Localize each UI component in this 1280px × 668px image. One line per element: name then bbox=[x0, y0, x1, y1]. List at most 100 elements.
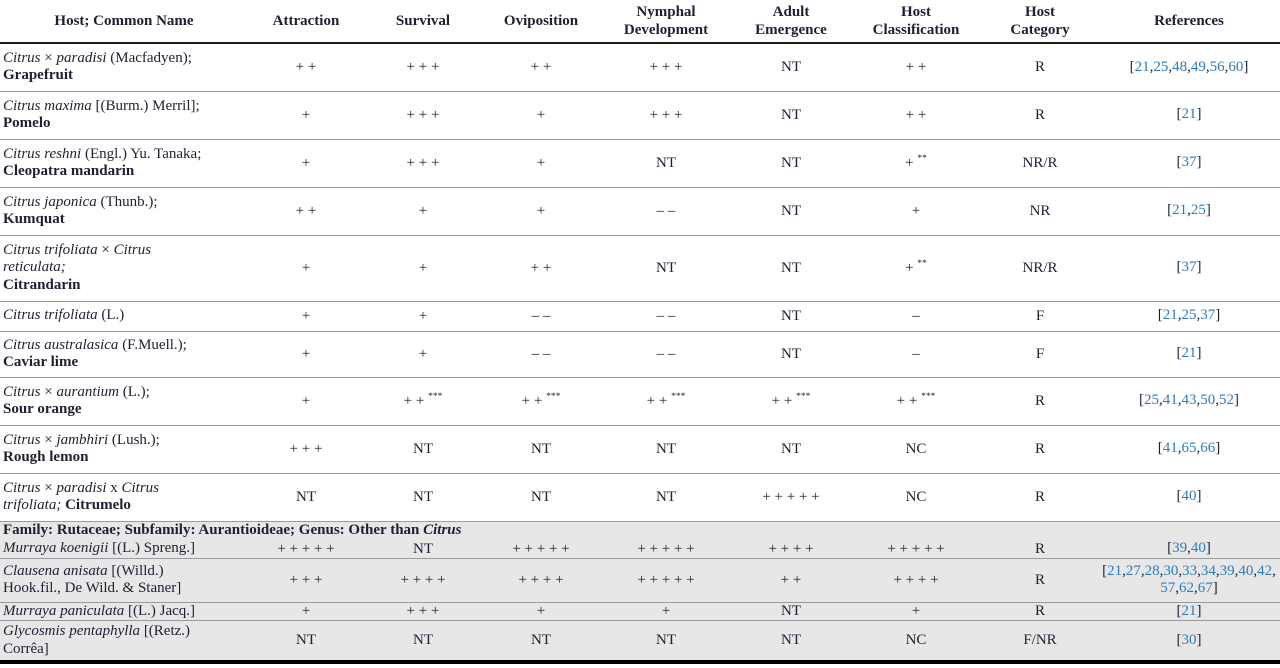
reference-link[interactable]: 30 bbox=[1181, 632, 1197, 649]
host-name-part: × bbox=[40, 479, 57, 496]
attraction-cell: + + bbox=[295, 202, 317, 219]
reference-link[interactable]: 30 bbox=[1163, 562, 1179, 579]
host-name-cell: Citrus japonica (Thunb.); Kumquat bbox=[0, 187, 248, 235]
reference-link[interactable]: 43 bbox=[1181, 392, 1197, 409]
host-name-part: aurantium bbox=[56, 383, 119, 400]
reference-link[interactable]: 21 bbox=[1162, 307, 1178, 324]
adult-emergence-cell: NT bbox=[781, 259, 801, 276]
survival-cell: + + + + bbox=[400, 571, 446, 588]
reference-link[interactable]: 39 bbox=[1219, 562, 1235, 579]
host-name-part: Citrus bbox=[121, 479, 160, 496]
host-classification-cell: + + + + + bbox=[887, 540, 945, 557]
reference-link[interactable]: 34 bbox=[1200, 562, 1216, 579]
host-name-part: Citrus trifoliata bbox=[3, 241, 98, 258]
table-header: Host; Common Name Attraction Survival Ovipo… bbox=[0, 0, 1280, 44]
references-cell: [37] bbox=[1176, 154, 1202, 171]
references-cell: [21,25,37] bbox=[1157, 307, 1221, 324]
reference-link[interactable]: 42 bbox=[1257, 562, 1273, 579]
survival-cell: + + + bbox=[406, 602, 440, 619]
reference-link[interactable]: 21 bbox=[1181, 345, 1197, 362]
host-name-cell: Citrus reshni (Engl.) Yu. Tanaka; Cleopat… bbox=[0, 139, 248, 187]
reference-link[interactable]: 62 bbox=[1179, 580, 1194, 596]
host-name-cell: Citrus × aurantium (L.); Sour orange bbox=[0, 377, 248, 425]
references-cell: [21,25,48,49,56,60] bbox=[1129, 58, 1249, 75]
reference-link[interactable]: 66 bbox=[1200, 440, 1216, 457]
reference-link[interactable]: 21 bbox=[1172, 202, 1188, 219]
reference-link[interactable]: 49 bbox=[1190, 58, 1206, 75]
survival-cell: + + *** bbox=[403, 391, 443, 409]
host-name-part: [(L.) Spreng.] bbox=[108, 540, 196, 557]
references-cell: [21,25] bbox=[1167, 202, 1211, 219]
host-name-cell: Clausena anisata [(Willd.) Hook.fil., De … bbox=[0, 558, 248, 602]
oviposition-cell: + bbox=[536, 202, 546, 219]
table-body: Citrus × paradisi (Macfadyen); Grapefruit… bbox=[0, 43, 1280, 663]
reference-link[interactable]: 21 bbox=[1134, 58, 1150, 75]
adult-emergence-cell: + + + + bbox=[768, 540, 814, 557]
reference-link[interactable]: 40 bbox=[1181, 488, 1197, 505]
reference-link[interactable]: 37 bbox=[1181, 259, 1197, 276]
reference-link[interactable]: 33 bbox=[1182, 562, 1198, 579]
reference-link[interactable]: 25 bbox=[1153, 58, 1169, 75]
reference-link[interactable]: 37 bbox=[1181, 154, 1197, 171]
host-name-part: Clausena anisata bbox=[3, 562, 108, 579]
host-name-cell: Citrus maxima [(Burm.) Merril]; Pomelo bbox=[0, 91, 248, 139]
adult-emergence-cell: NT bbox=[781, 307, 801, 324]
table-row: Murraya paniculata [(L.) Jacq.] + + + + + + N… bbox=[0, 602, 1280, 621]
reference-link[interactable]: 41 bbox=[1162, 392, 1178, 409]
column-header-references: References bbox=[1098, 0, 1280, 44]
host-category-cell: R bbox=[1034, 106, 1045, 123]
reference-link[interactable]: 25 bbox=[1181, 307, 1197, 324]
host-name-cell: Citrus × paradisi x Citrus trifoliata; Ci… bbox=[0, 473, 248, 521]
host-category-cell: R bbox=[1034, 540, 1045, 557]
reference-link[interactable]: 37 bbox=[1200, 307, 1216, 324]
reference-link[interactable]: 60 bbox=[1228, 58, 1244, 75]
nymphal-development-cell: – – bbox=[656, 307, 676, 324]
oviposition-cell: – – bbox=[531, 345, 551, 362]
reference-link[interactable]: 27 bbox=[1125, 562, 1141, 579]
references-cell: [21] bbox=[1176, 345, 1202, 362]
column-header-host: Host; Common Name bbox=[0, 0, 248, 44]
host-name-part: Citrus maxima bbox=[3, 97, 92, 114]
host-category-cell: NR bbox=[1029, 202, 1051, 219]
attraction-cell: + bbox=[301, 307, 311, 324]
host-classification-cell: + bbox=[911, 602, 921, 619]
references-cell: [21,27,28,30,33,34,39,40,42,57,62,67] bbox=[1102, 562, 1276, 596]
reference-link[interactable]: 40 bbox=[1238, 562, 1254, 579]
oviposition-cell: + + bbox=[530, 59, 552, 75]
reference-link[interactable]: 41 bbox=[1162, 440, 1178, 457]
host-name-part: Corrêa] bbox=[3, 640, 49, 657]
reference-link[interactable]: 39 bbox=[1172, 540, 1188, 557]
host-name-part: × bbox=[40, 383, 57, 400]
common-name: Cleopatra mandarin bbox=[3, 163, 135, 179]
reference-link[interactable]: 52 bbox=[1219, 392, 1234, 409]
significance-asterisks: *** bbox=[428, 391, 443, 402]
reference-link[interactable]: 65 bbox=[1181, 440, 1197, 457]
reference-link[interactable]: 40 bbox=[1190, 540, 1206, 557]
host-name-part: × bbox=[40, 431, 57, 448]
reference-link[interactable]: 25 bbox=[1144, 392, 1159, 409]
reference-link[interactable]: 21 bbox=[1107, 562, 1123, 579]
reference-link[interactable]: 25 bbox=[1190, 202, 1206, 219]
survival-cell: NT bbox=[413, 540, 433, 557]
table-row: Citrus trifoliata (L.) + + – – – – NT – F [21,25… bbox=[0, 301, 1280, 331]
significance-asterisks: *** bbox=[546, 391, 561, 402]
reference-link[interactable]: 67 bbox=[1197, 580, 1213, 596]
reference-link[interactable]: 28 bbox=[1144, 562, 1160, 579]
common-name: Citrumelo bbox=[65, 497, 131, 513]
reference-link[interactable]: 21 bbox=[1181, 106, 1197, 123]
reference-link[interactable]: 21 bbox=[1181, 602, 1197, 619]
host-classification-cell: – bbox=[912, 307, 920, 324]
attraction-cell: + bbox=[301, 392, 311, 409]
oviposition-cell: + bbox=[536, 154, 546, 171]
column-header-attraction: Attraction bbox=[248, 0, 364, 44]
reference-link[interactable]: 48 bbox=[1172, 58, 1188, 75]
survival-cell: + bbox=[418, 307, 428, 324]
host-category-cell: F/NR bbox=[1023, 632, 1057, 649]
significance-asterisks: ** bbox=[917, 153, 927, 164]
references-cell: [25,41,43,50,52] bbox=[1139, 392, 1239, 409]
nymphal-development-cell: + + + bbox=[649, 59, 683, 75]
host-name-part: [(Burm.) Merril]; bbox=[91, 97, 200, 114]
reference-link[interactable]: 50 bbox=[1200, 392, 1216, 409]
reference-link[interactable]: 57 bbox=[1160, 580, 1176, 596]
reference-link[interactable]: 56 bbox=[1209, 58, 1225, 75]
